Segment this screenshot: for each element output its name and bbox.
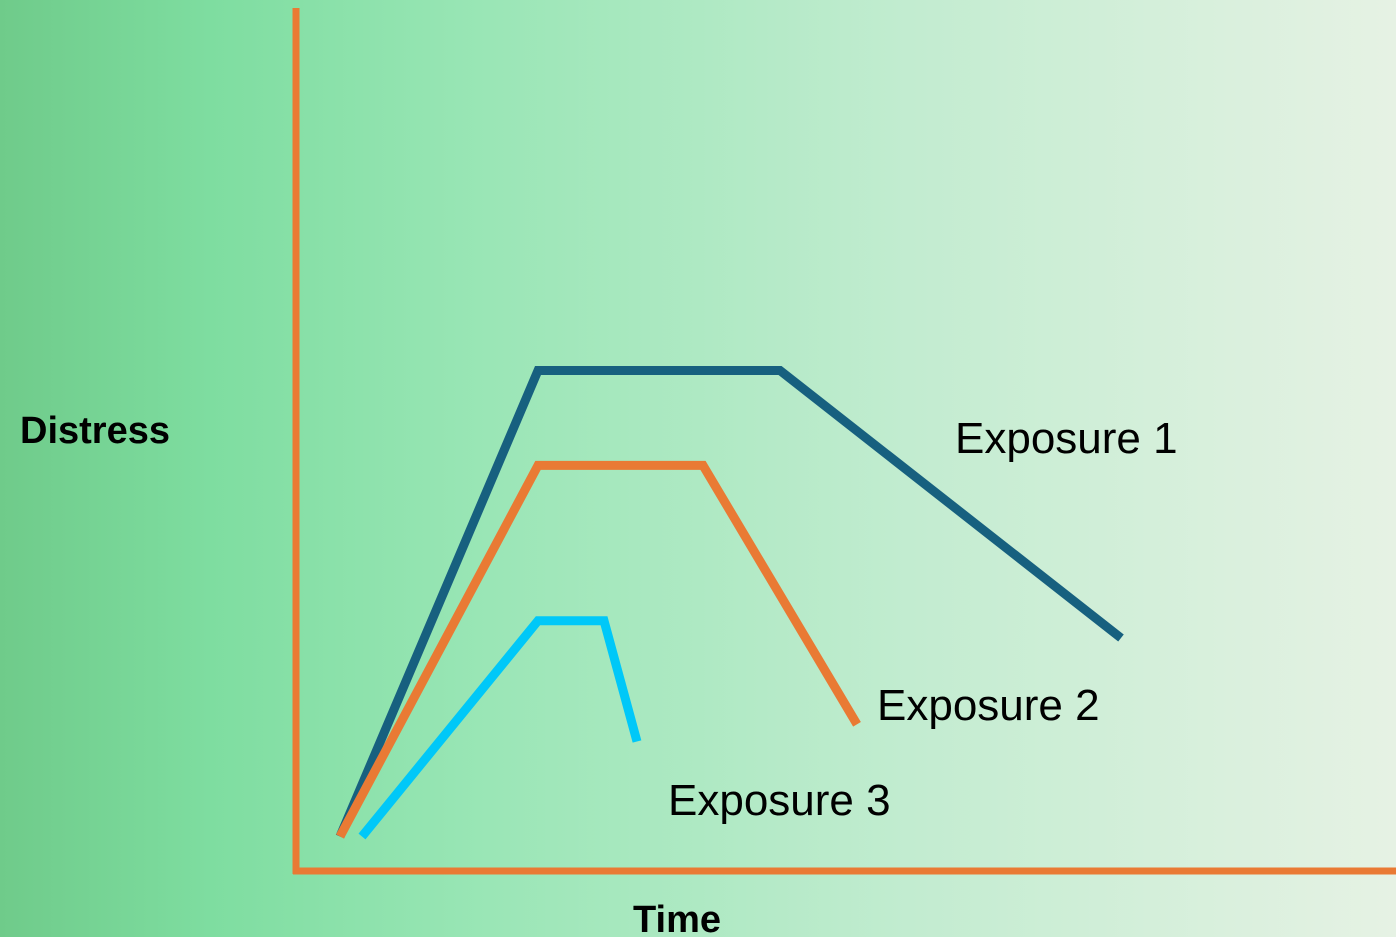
x-axis-label: Time [633, 899, 721, 937]
exposure-1-label: Exposure 1 [955, 414, 1178, 463]
exposure-2-line [336, 460, 861, 839]
exposure-1-line [335, 366, 1124, 839]
series-layer: Exposure 1 Exposure 2 Exposure 3 [335, 366, 1178, 840]
exposure-3-label: Exposure 3 [668, 776, 891, 825]
exposure-2-label: Exposure 2 [877, 681, 1100, 730]
y-axis-label: Distress [20, 410, 170, 452]
exposure-3-line [358, 616, 642, 840]
